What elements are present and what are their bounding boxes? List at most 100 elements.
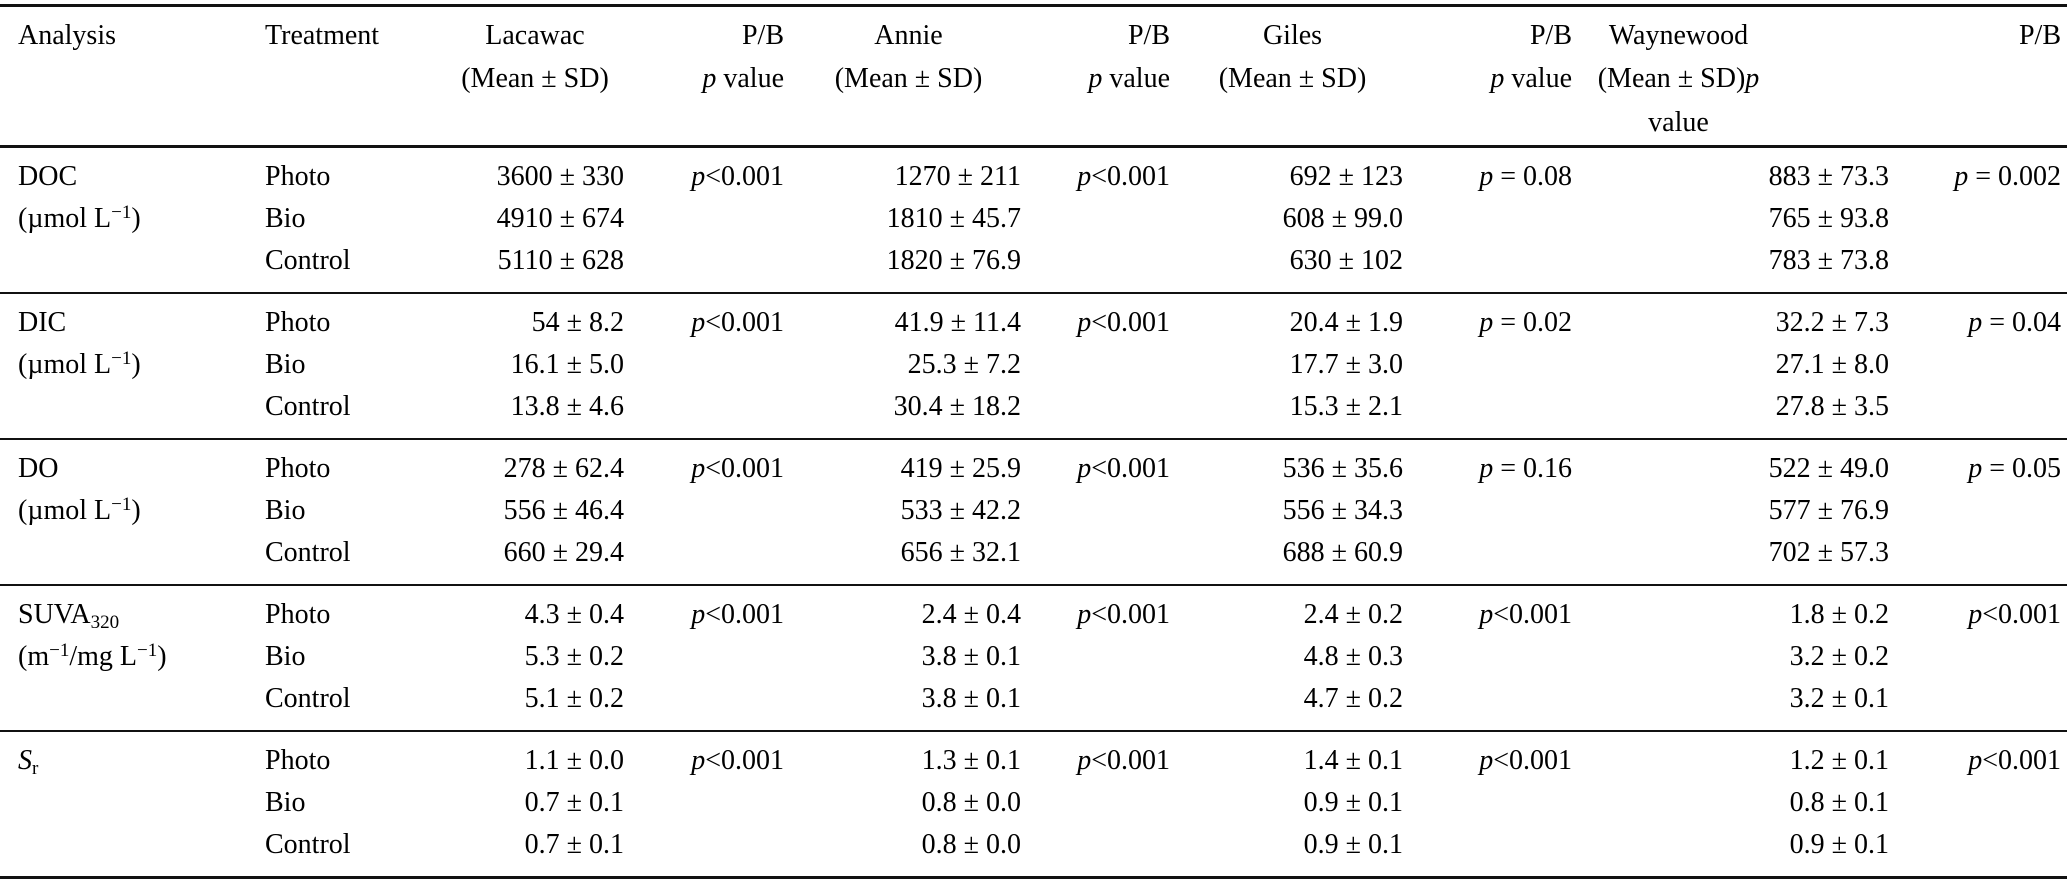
mean-sd-cell: 765 ± 93.8	[1768, 203, 1889, 234]
analysis-unit: (m−1/mg L−1)	[18, 640, 167, 672]
mean-sd-cell: 27.1 ± 8.0	[1775, 349, 1889, 380]
p-value-cell	[630, 636, 790, 678]
analysis-name: Sr	[18, 745, 39, 780]
header-p-value-2: p value	[1088, 63, 1170, 94]
p-value-cell: p<0.001	[1077, 161, 1170, 192]
mean-sd-cell: 533 ± 42.2	[900, 495, 1021, 526]
treatment-cell: Control	[265, 537, 351, 568]
mean-sd-cell: 0.8 ± 0.0	[921, 829, 1021, 860]
header-lake-giles: Giles	[1262, 20, 1323, 51]
mean-sd-cell: 2.4 ± 0.4	[921, 599, 1021, 630]
p-value-cell	[1027, 490, 1176, 532]
p-value-cell: p<0.001	[1077, 307, 1170, 338]
mean-sd-cell: 0.9 ± 0.1	[1789, 829, 1889, 860]
treatment-cell: Bio	[265, 787, 306, 818]
header-analysis: Analysis	[18, 20, 116, 51]
analysis-label: Sr	[0, 731, 255, 878]
section-doc: DOC (µmol L−1) Photo 3600 ± 330 p<0.001 1270 …	[0, 147, 2067, 294]
p-value-cell	[1027, 198, 1176, 240]
header-mean-sd-2: (Mean ± SD)	[834, 63, 983, 94]
p-value-cell: p<0.001	[691, 453, 784, 484]
treatment-cell: Photo	[265, 453, 331, 484]
table-row: Control 13.8 ± 4.6 30.4 ± 18.2 15.3 ± 2.1 27…	[0, 386, 2067, 439]
mean-sd-cell: 4.8 ± 0.3	[1303, 641, 1403, 672]
p-value-cell	[1895, 782, 2067, 824]
header-p-value-3: p value	[1490, 63, 1572, 94]
p-value-cell	[1409, 782, 1578, 824]
mean-sd-cell: 688 ± 60.9	[1282, 537, 1403, 568]
mean-sd-cell: 577 ± 76.9	[1768, 495, 1889, 526]
mean-sd-cell: 15.3 ± 2.1	[1289, 391, 1403, 422]
mean-sd-cell: 0.8 ± 0.1	[1789, 787, 1889, 818]
p-value-cell	[630, 386, 790, 439]
mean-sd-cell: 54 ± 8.2	[531, 307, 624, 338]
p-value-cell	[1895, 636, 2067, 678]
p-value-cell: p<0.001	[691, 599, 784, 630]
mean-sd-cell: 702 ± 57.3	[1768, 537, 1889, 568]
treatment-cell: Bio	[265, 641, 306, 672]
table-row: Control 5.1 ± 0.2 3.8 ± 0.1 4.7 ± 0.2 3.2 ± …	[0, 678, 2067, 731]
mean-sd-cell: 4.7 ± 0.2	[1303, 683, 1403, 714]
mean-sd-cell: 0.7 ± 0.1	[524, 829, 624, 860]
mean-sd-cell: 1810 ± 45.7	[886, 203, 1021, 234]
mean-sd-cell: 656 ± 32.1	[900, 537, 1021, 568]
mean-sd-cell: 556 ± 34.3	[1282, 495, 1403, 526]
mean-sd-cell: 17.7 ± 3.0	[1289, 349, 1403, 380]
analysis-label: SUVA320 (m−1/mg L−1)	[0, 585, 255, 731]
p-value-cell: p<0.001	[1968, 745, 2061, 776]
mean-sd-cell: 1.3 ± 0.1	[921, 745, 1021, 776]
p-value-cell	[1027, 344, 1176, 386]
table-row: DO (µmol L−1) Photo 278 ± 62.4 p<0.001 419 ± …	[0, 439, 2067, 526]
p-value-cell	[1027, 532, 1176, 585]
p-value-cell	[1895, 532, 2067, 585]
header-lake-waynewood: Waynewood	[1608, 20, 1749, 51]
header-lake-lacawac: Lacawac	[485, 20, 585, 51]
section-suva320: SUVA320 (m−1/mg L−1) Photo 4.3 ± 0.4 p<0.001…	[0, 585, 2067, 731]
p-value-cell	[1895, 198, 2067, 240]
analysis-label: DIC (µmol L−1)	[0, 293, 255, 439]
p-value-cell	[1409, 344, 1578, 386]
p-value-cell	[1409, 824, 1578, 878]
p-value-cell: p<0.001	[691, 161, 784, 192]
mean-sd-cell: 608 ± 99.0	[1282, 203, 1403, 234]
mean-sd-cell: 0.9 ± 0.1	[1303, 829, 1403, 860]
mean-sd-cell: 16.1 ± 5.0	[510, 349, 624, 380]
mean-sd-cell: 41.9 ± 11.4	[894, 307, 1021, 338]
p-value-cell	[1895, 344, 2067, 386]
table-row: Control 0.7 ± 0.1 0.8 ± 0.0 0.9 ± 0.1 0.9 ± …	[0, 824, 2067, 878]
analysis-name: DOC	[18, 161, 78, 192]
table-row: Bio 16.1 ± 5.0 25.3 ± 7.2 17.7 ± 3.0 27.1 ± …	[0, 344, 2067, 386]
mean-sd-cell: 783 ± 73.8	[1768, 245, 1889, 276]
analysis-label: DO (µmol L−1)	[0, 439, 255, 585]
results-table: Analysis Treatment Lacawac P/B Annie P/B Giles…	[0, 4, 2067, 879]
p-value-cell	[1895, 824, 2067, 878]
table-row: Control 660 ± 29.4 656 ± 32.1 688 ± 60.9 702…	[0, 532, 2067, 585]
table-row: Bio 556 ± 46.4 533 ± 42.2 556 ± 34.3 577 ± 7…	[0, 490, 2067, 532]
p-value-cell	[630, 532, 790, 585]
p-value-cell: p<0.001	[1077, 453, 1170, 484]
treatment-cell: Bio	[265, 349, 306, 380]
p-value-cell	[1895, 240, 2067, 293]
p-value-cell	[1409, 386, 1578, 439]
mean-sd-cell: 3600 ± 330	[496, 161, 624, 192]
table-row: DIC (µmol L−1) Photo 54 ± 8.2 p<0.001 41.9 ± …	[0, 293, 2067, 380]
table-row: Bio 0.7 ± 0.1 0.8 ± 0.0 0.9 ± 0.1 0.8 ± 0.1	[0, 782, 2067, 824]
p-value-cell: p = 0.16	[1479, 453, 1572, 484]
mean-sd-cell: 5110 ± 628	[497, 245, 624, 276]
mean-sd-cell: 536 ± 35.6	[1282, 453, 1403, 484]
mean-sd-cell: 0.9 ± 0.1	[1303, 787, 1403, 818]
mean-sd-cell: 556 ± 46.4	[503, 495, 624, 526]
header-mean-sd-4: (Mean ± SD)p value	[1597, 63, 1760, 138]
mean-sd-cell: 32.2 ± 7.3	[1775, 307, 1889, 338]
analysis-unit: (µmol L−1)	[18, 494, 141, 526]
p-value-cell	[1409, 240, 1578, 293]
mean-sd-cell: 522 ± 49.0	[1768, 453, 1889, 484]
treatment-cell: Photo	[265, 307, 331, 338]
header-pb-1: P/B	[741, 20, 784, 51]
mean-sd-cell: 2.4 ± 0.2	[1303, 599, 1403, 630]
mean-sd-cell: 692 ± 123	[1289, 161, 1403, 192]
mean-sd-cell: 883 ± 73.3	[1768, 161, 1889, 192]
mean-sd-cell: 660 ± 29.4	[503, 537, 624, 568]
mean-sd-cell: 1.2 ± 0.1	[1789, 745, 1889, 776]
p-value-cell	[630, 344, 790, 386]
